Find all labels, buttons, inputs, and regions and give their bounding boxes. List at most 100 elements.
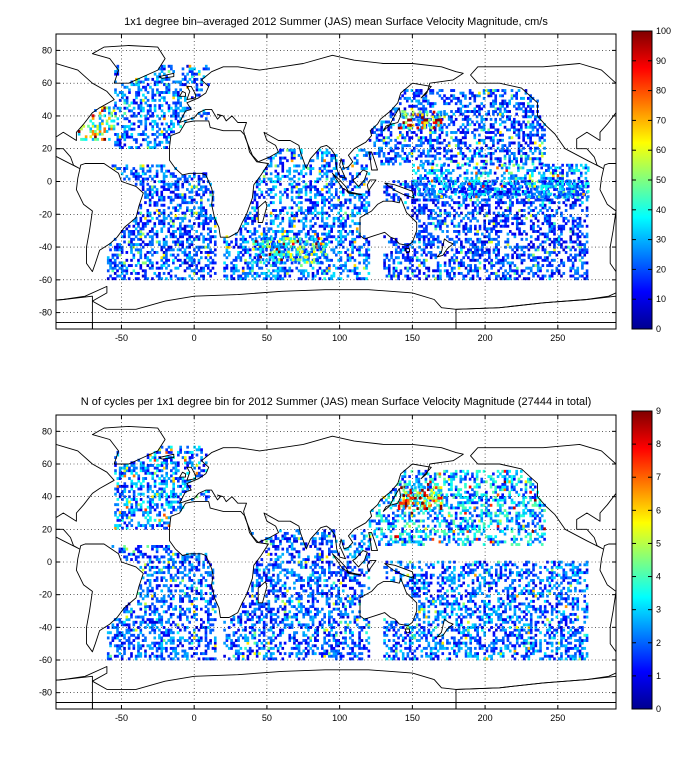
heatmap-cell (422, 227, 426, 231)
heatmap-cell (367, 190, 371, 194)
heatmap-cell (274, 153, 278, 157)
heatmap-cell (273, 237, 276, 241)
heatmap-cell (429, 222, 433, 226)
heatmap-cell (387, 141, 390, 145)
heatmap-cell (401, 182, 405, 186)
heatmap-cell (134, 227, 138, 231)
heatmap-cell (365, 195, 368, 199)
heatmap-cell (265, 277, 268, 281)
heatmap-cell (527, 248, 531, 252)
heatmap-cell (294, 239, 297, 243)
heatmap-cell (475, 192, 478, 196)
heatmap-cell (421, 176, 425, 180)
heatmap-cell (128, 91, 131, 94)
heatmap-cell (457, 264, 461, 268)
heatmap-cell (415, 214, 419, 218)
heatmap-cell (526, 120, 530, 124)
heatmap-cell (281, 209, 285, 212)
heatmap-cell (546, 235, 549, 239)
heatmap-cell (339, 271, 343, 275)
heatmap-cell (265, 167, 268, 170)
heatmap-cell (440, 195, 443, 199)
heatmap-cell (454, 102, 458, 106)
heatmap-cell (162, 245, 166, 249)
heatmap-cell (251, 216, 254, 220)
heatmap-cell (427, 274, 431, 278)
heatmap-cell (383, 190, 386, 194)
heatmap-cell (421, 121, 424, 125)
heatmap-cell (436, 138, 439, 142)
heatmap-cell (432, 235, 435, 239)
heatmap-cell (518, 209, 521, 212)
heatmap-cell (332, 271, 336, 275)
heatmap-cell (355, 230, 359, 233)
heatmap-cell (158, 72, 162, 76)
heatmap-cell (571, 216, 575, 220)
heatmap-cell (564, 198, 568, 202)
heatmap-cell (522, 136, 525, 140)
heatmap-cell (457, 203, 461, 207)
heatmap-cell (459, 131, 463, 134)
heatmap-cell (163, 146, 166, 150)
heatmap-cell (118, 138, 122, 142)
heatmap-cell (265, 264, 268, 268)
heatmap-cell (484, 182, 488, 186)
heatmap-cell (248, 230, 252, 233)
heatmap-cell (457, 271, 461, 275)
heatmap-cell (574, 269, 577, 273)
heatmap-cell (244, 216, 247, 220)
heatmap-cell (517, 190, 520, 193)
heatmap-cell (130, 240, 133, 244)
heatmap-cell (426, 141, 430, 145)
heatmap-cell (339, 277, 343, 281)
heatmap-cell (309, 250, 313, 254)
heatmap-cell (248, 261, 252, 265)
heatmap-cell (114, 114, 117, 118)
heatmap-cell (427, 222, 431, 226)
heatmap-cell (269, 201, 273, 205)
heatmap-cell (485, 136, 488, 140)
heatmap-cell (422, 110, 425, 113)
heatmap-cell (574, 232, 577, 236)
heatmap-cell (316, 190, 319, 194)
heatmap-cell (413, 201, 417, 205)
heatmap-cell (373, 131, 377, 134)
heatmap-cell (489, 171, 492, 175)
heatmap-cell (116, 256, 119, 260)
heatmap-cell (430, 184, 434, 188)
heatmap-cell (478, 256, 482, 260)
heatmap-cell (346, 248, 350, 252)
heatmap-cell (415, 198, 419, 202)
heatmap-cell (569, 258, 573, 262)
heatmap-cell (536, 133, 539, 137)
heatmap-cell (504, 245, 507, 249)
heatmap-cell (167, 140, 171, 144)
heatmap-cell (448, 277, 452, 281)
heatmap-cell (514, 192, 518, 196)
heatmap-cell (462, 245, 466, 249)
heatmap-cell (341, 167, 345, 170)
heatmap-cell (246, 271, 250, 275)
heatmap-cell (534, 271, 538, 275)
heatmap-cell (177, 112, 180, 115)
heatmap-cell (367, 253, 371, 257)
heatmap-cell (485, 117, 488, 121)
heatmap-cell (149, 104, 152, 108)
heatmap-cell (213, 271, 217, 275)
heatmap-cell (120, 264, 124, 268)
heatmap-cell (160, 96, 164, 100)
heatmap-cell (181, 67, 185, 71)
heatmap-cell (497, 198, 500, 202)
heatmap-cell (525, 245, 528, 249)
heatmap-cell (496, 157, 500, 161)
heatmap-cell (275, 252, 279, 256)
heatmap-cell (478, 123, 481, 127)
heatmap-cell (332, 167, 336, 170)
heatmap-cell (459, 146, 463, 150)
heatmap-cell (268, 258, 272, 262)
heatmap-cell (424, 176, 427, 180)
heatmap-cell (341, 269, 345, 273)
heatmap-cell (578, 219, 582, 223)
heatmap-cell (398, 131, 402, 134)
heatmap-cell (341, 203, 345, 207)
